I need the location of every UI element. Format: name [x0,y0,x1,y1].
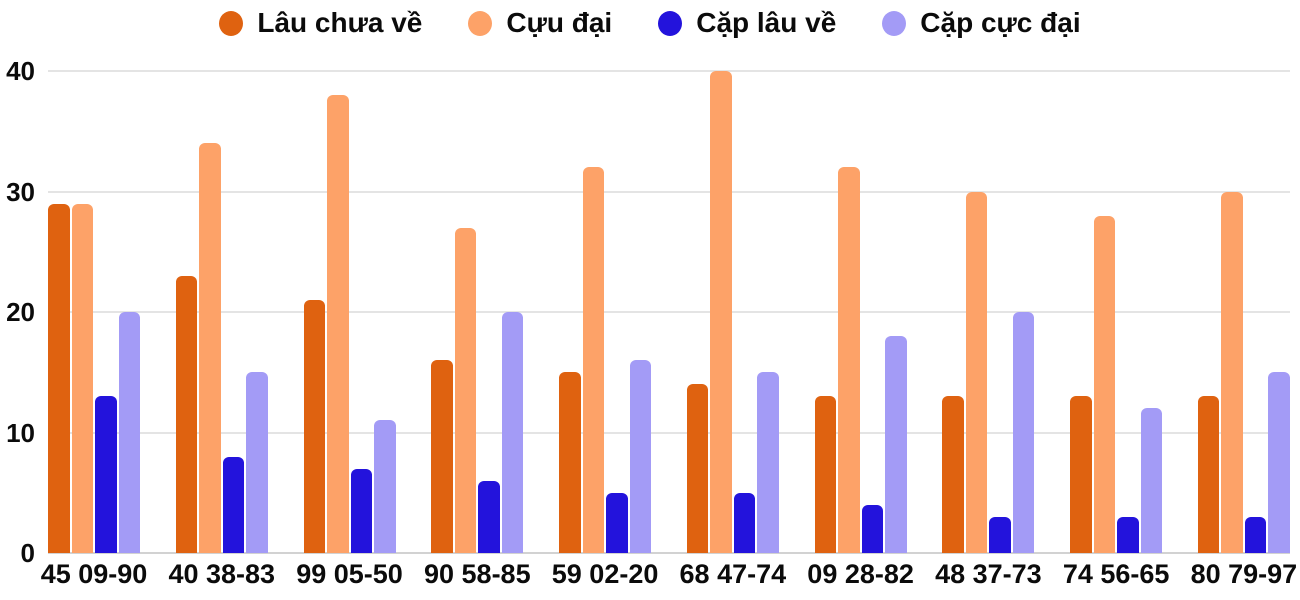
bar[interactable] [606,492,628,553]
bar[interactable] [629,360,652,553]
bar[interactable] [327,95,349,553]
bar[interactable] [175,275,198,553]
bar[interactable] [861,504,884,553]
x-axis-category-label: 99 05-50 [296,559,403,589]
bar-group: 99 05-50 [296,71,403,588]
gridline [48,431,1290,434]
bar-group: 90 58-85 [424,71,531,588]
x-axis-baseline [48,552,1290,554]
bar-groups-container: 45 09-90 40 38-83 99 05-50 90 58-85 59 02-20… [41,71,1297,588]
legend-item-label: Cựu đại [506,7,613,38]
bar-group: 80 79-97 [1191,71,1297,588]
bar[interactable] [885,336,907,553]
bar[interactable] [1197,396,1220,553]
legend-item-label: Cặp lâu về [696,7,837,38]
bar-group: 59 02-20 [552,71,658,588]
bar[interactable] [222,456,245,553]
legend-item-4[interactable]: Cặp cực đại [882,7,1081,38]
x-axis-category-label: 48 37-73 [935,559,1042,589]
gridline [48,70,1290,72]
bar[interactable] [71,203,93,553]
bar[interactable] [686,384,709,553]
bar[interactable] [942,396,964,553]
legend-marker-icon [882,10,907,36]
bar[interactable] [814,396,837,553]
bar-group: 48 37-73 [935,71,1042,588]
bar-group: 45 09-90 [41,71,147,588]
legend-item-3[interactable]: Cặp lâu về [658,9,836,37]
bar[interactable] [1070,396,1092,553]
legend-marker-icon [658,10,683,36]
x-axis-category-label: 68 47-74 [679,559,787,589]
bar[interactable] [559,372,581,553]
legend-item-label: Lâu chưa về [257,7,423,38]
bar[interactable] [1268,372,1290,553]
bar-group: 68 47-74 [680,71,786,588]
bar-group: 74 56-65 [1063,71,1169,588]
bar[interactable] [757,372,779,553]
plot-area: 45 09-90 40 38-83 99 05-50 90 58-85 59 02-20… [6,58,1297,588]
x-axis-category-label: 90 58-85 [424,559,531,589]
bar[interactable] [1221,191,1243,553]
bar[interactable] [1140,408,1163,553]
bar[interactable] [501,312,524,553]
legend-item-2[interactable]: Cựu đại [468,9,612,37]
bar[interactable] [989,516,1011,553]
y-axis-tick-label: 40 [6,56,35,86]
bar[interactable] [710,71,732,553]
bar[interactable] [454,227,477,553]
bar[interactable] [374,420,396,553]
bar[interactable] [1244,516,1267,553]
bar[interactable] [95,396,117,553]
x-axis-category-label: 74 56-65 [1062,559,1170,589]
bar[interactable] [118,312,140,553]
bar[interactable] [478,480,500,553]
bar[interactable] [733,492,756,553]
legend-marker-icon [219,10,244,36]
x-axis-category-label: 45 09-90 [40,559,148,589]
legend-marker-icon [468,10,493,36]
x-axis-category-label: 09 28-82 [807,559,914,589]
bar[interactable] [582,167,605,553]
gridline [48,311,1290,313]
bar[interactable] [303,299,326,553]
bar[interactable] [1093,215,1116,553]
bar[interactable] [431,360,453,553]
y-axis-tick-label: 10 [6,417,35,448]
x-axis-category-label: 59 02-20 [551,559,659,589]
x-axis-category-label: 80 79-97 [1190,559,1298,589]
legend-item-1[interactable]: Lâu chưa về [219,9,422,37]
legend: Lâu chưa về Cựu đại Cặp lâu về Cặp cực đại [0,0,1300,46]
bar[interactable] [199,143,221,553]
bar[interactable] [48,203,70,553]
y-axis-tick-label: 30 [6,176,35,207]
y-axis-tick-label: 20 [6,297,35,327]
legend-item-label: Cặp cực đại [920,7,1081,38]
bar[interactable] [1117,516,1139,553]
bar-group: 09 28-82 [807,71,914,588]
x-axis-category-label: 40 38-83 [168,559,276,589]
bar[interactable] [965,191,988,553]
bar-group: 40 38-83 [168,71,275,588]
y-axis-tick-label: 0 [20,538,35,568]
bar[interactable] [1012,312,1035,553]
gridline [48,190,1290,193]
bar[interactable] [350,468,373,553]
bar[interactable] [246,372,268,553]
bar[interactable] [838,167,860,553]
